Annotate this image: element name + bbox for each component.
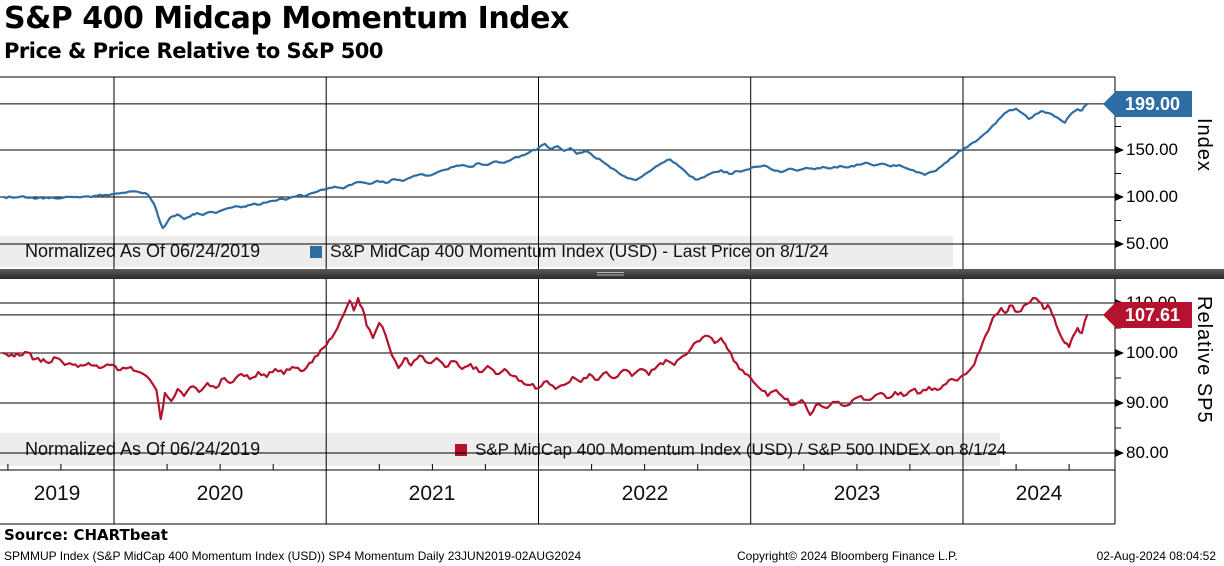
legend-series-relative[interactable]: S&P MidCap 400 Momentum Index (USD) / S&… (475, 439, 1007, 459)
copyright-notice: Copyright© 2024 Bloomberg Finance L.P. (737, 549, 958, 563)
source-label: Source: CHARTbeat (4, 526, 168, 544)
y-axis-title-relative-sp5: Relative SP5 (1193, 296, 1215, 424)
y-tick-label: 50.00 (1126, 234, 1169, 253)
x-tick-label-2023: 2023 (833, 482, 881, 505)
last-price-callout-relative: 107.61 (1103, 302, 1192, 328)
y-tick-label: 100.00 (1126, 187, 1178, 206)
sp-midcap-400-momentum-relative-sp500-line[interactable] (2, 296, 1089, 421)
x-tick-label-2022: 2022 (621, 482, 669, 505)
legend-relative-panel: Normalized As Of 06/24/2019 S&P MidCap 4… (0, 433, 1006, 466)
y-tick-label: 90.00 (1126, 393, 1169, 412)
series-swatch-price-icon (310, 245, 322, 258)
x-tick-label-2021: 2021 (408, 482, 456, 505)
last-price-callout-index: 199.00 (1103, 91, 1192, 117)
y-tick-label: 100.00 (1126, 343, 1178, 362)
x-tick-label-2020: 2020 (196, 482, 244, 505)
major-y-tick-arrow-icon (1115, 399, 1124, 407)
chart-subtitle: Price & Price Relative to S&P 500 (4, 39, 384, 63)
chart-header: S&P 400 Midcap Momentum Index Price & Pr… (4, 0, 569, 64)
major-y-tick-arrow-icon (1115, 349, 1124, 357)
legend-series-price[interactable]: S&P MidCap 400 Momentum Index (USD) - La… (330, 241, 829, 261)
y-tick-label: 80.00 (1126, 443, 1169, 462)
render-timestamp: 02-Aug-2024 08:04:52 (1096, 549, 1216, 563)
major-y-tick-arrow-icon (1115, 240, 1124, 248)
x-tick-label-2019: 2019 (33, 482, 81, 505)
major-y-tick-arrow-icon (1115, 193, 1124, 201)
security-meta-line: SPMMUP Index (S&P MidCap 400 Momentum In… (4, 549, 582, 563)
major-y-tick-arrow-icon (1115, 449, 1124, 457)
y-tick-label: 150.00 (1126, 140, 1178, 159)
panel-resize-handle[interactable] (597, 272, 624, 277)
chart-title: S&P 400 Midcap Momentum Index (4, 1, 569, 36)
y-axis-title-index: Index (1193, 118, 1215, 172)
legend-price-panel: Normalized As Of 06/24/2019 S&P MidCap 4… (0, 236, 953, 267)
major-y-tick-arrow-icon (1115, 146, 1124, 154)
sp-midcap-400-momentum-price-line[interactable] (2, 102, 1089, 230)
x-tick-label-2024: 2024 (1015, 482, 1063, 505)
legend-normalized-label: Normalized As Of 06/24/2019 (25, 439, 261, 459)
legend-normalized-label: Normalized As Of 06/24/2019 (25, 241, 261, 261)
